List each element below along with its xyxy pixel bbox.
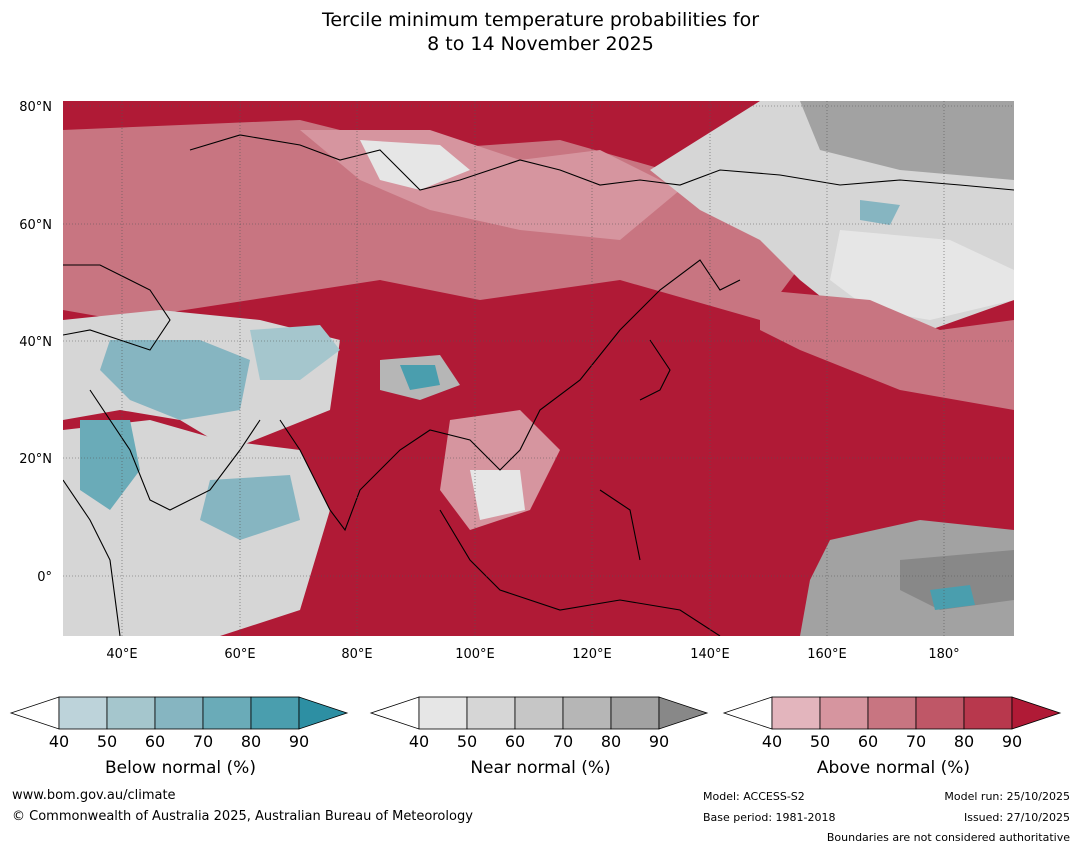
title-line-1: Tercile minimum temperature probabilitie… [321,9,760,31]
above-normal-legend-title: Above normal (%) [816,758,971,778]
colorbar-swatch [250,696,300,730]
colorbar-tick: 80 [601,732,621,751]
colorbar-tick: 90 [649,732,669,751]
lon-label: 80°E [341,647,372,662]
colorbar-extend-low [9,696,60,730]
colorbar-tick: 50 [97,732,117,751]
colorbar-swatch [154,696,204,730]
colorbar-extend-high [1011,696,1062,730]
latitude-labels: 80°N 60°N 40°N 20°N 0° [19,100,52,585]
colorbar-tick: 50 [810,732,830,751]
graticule [63,101,1014,636]
colorbar-tick: 50 [457,732,477,751]
colorbar-swatch [819,696,869,730]
model-run-label: Model run: 25/10/2025 [944,790,1070,803]
lon-label: 60°E [224,647,255,662]
colorbar-extend-high [658,696,709,730]
above-normal-colorbar: 40 50 60 70 80 90 [722,696,1062,751]
colorbar-swatch [418,696,468,730]
colorbar-swatch [915,696,965,730]
near-normal-indochina [470,470,525,520]
lat-label: 80°N [19,100,52,115]
colorbar-tick: 60 [145,732,165,751]
lat-label: 60°N [19,218,52,233]
lon-label: 140°E [690,647,730,662]
base-period-label: Base period: 1981-2018 [703,811,836,824]
forecast-map: 80°N 60°N 40°N 20°N 0° 40°E 60°E 80°E 10… [19,100,1014,662]
colorbar-extend-low [722,696,773,730]
below-normal-arabian-sea [200,475,300,540]
lon-label: 160°E [807,647,847,662]
colorbar-tick: 40 [49,732,69,751]
boundaries-disclaimer: Boundaries are not considered authoritat… [826,831,1070,844]
colorbar-swatch [514,696,564,730]
below-normal-legend-title: Below normal (%) [105,758,256,778]
below-normal-central-asia [250,325,340,380]
map-title: Tercile minimum temperature probabilitie… [0,8,1081,56]
website-link[interactable]: www.bom.gov.au/climate [12,788,176,803]
near-normal-legend-title: Near normal (%) [470,758,611,778]
title-line-2: 8 to 14 November 2025 [427,33,654,55]
issued-label: Issued: 27/10/2025 [963,811,1070,824]
colorbar-extend-high [298,696,349,730]
lat-label: 40°N [19,335,52,350]
near-normal-kamchatka [830,230,1014,320]
lon-label: 40°E [106,647,137,662]
above-moderate-north-pacific [760,290,1014,410]
colorbar-ticks: 40 50 60 70 80 90 [409,732,669,751]
colorbar-tick: 40 [409,732,429,751]
colorbar-swatch [466,696,516,730]
lon-label: 180° [928,647,959,662]
colorbar-tick: 70 [193,732,213,751]
colorbar-swatches [722,696,1062,730]
below-normal-tibet [400,365,440,390]
colorbar-tick: 70 [906,732,926,751]
below-normal-east-siberia [860,200,900,225]
colorbar-tick: 40 [762,732,782,751]
lat-label: 20°N [19,452,52,467]
below-normal-colorbar: 40 50 60 70 80 90 [9,696,349,751]
below-normal-pacific [930,585,975,610]
colorbar-tick: 80 [241,732,261,751]
colorbar-ticks: 40 50 60 70 80 90 [49,732,309,751]
map-fields [63,101,1014,636]
colorbar-swatch [58,696,108,730]
colorbar-extend-low [369,696,420,730]
lat-label: 0° [37,570,52,585]
model-label: Model: ACCESS-S2 [703,790,805,803]
near-normal-siberia [360,140,470,190]
colorbar-swatch [867,696,917,730]
colorbar-swatches [9,696,349,730]
colorbar-swatch [202,696,252,730]
lon-label: 100°E [455,647,495,662]
near-normal-pacific-dark [900,550,1014,610]
lon-label: 120°E [572,647,612,662]
colorbar-tick: 90 [1002,732,1022,751]
longitude-labels: 40°E 60°E 80°E 100°E 120°E 140°E 160°E 1… [106,647,959,662]
colorbar-swatch [963,696,1013,730]
colorbar-tick: 60 [505,732,525,751]
copyright-text: © Commonwealth of Australia 2025, Austra… [12,809,473,824]
near-normal-colorbar: 40 50 60 70 80 90 [369,696,709,751]
colorbar-tick: 80 [954,732,974,751]
colorbar-tick: 60 [858,732,878,751]
colorbar-swatch [106,696,156,730]
colorbar-swatch [771,696,821,730]
below-normal-middle-east [100,340,250,420]
colorbar-tick: 70 [553,732,573,751]
colorbar-tick: 90 [289,732,309,751]
near-normal-arctic [800,101,1014,180]
colorbar-ticks: 40 50 60 70 80 90 [762,732,1022,751]
colorbar-swatches [369,696,709,730]
colorbar-swatch [610,696,660,730]
colorbar-swatch [562,696,612,730]
